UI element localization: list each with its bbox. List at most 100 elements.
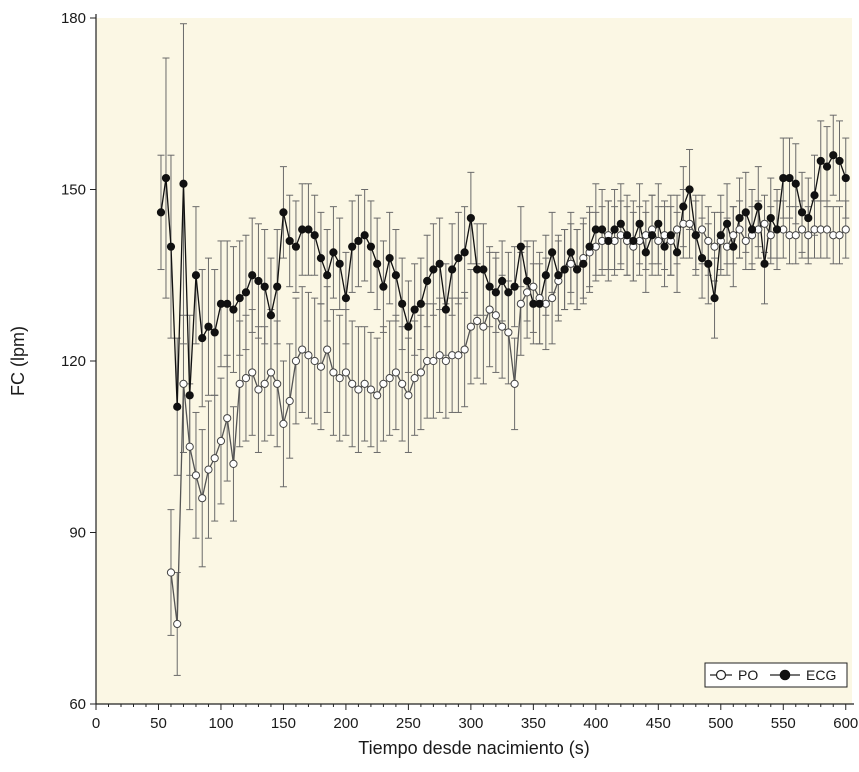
po-data-point <box>516 299 525 308</box>
ecg-data-point <box>191 271 201 280</box>
po-data-point <box>198 494 207 503</box>
ecg-data-point <box>198 334 207 343</box>
ecg-data-point <box>341 294 351 303</box>
po-data-point <box>491 311 500 320</box>
ecg-data-point <box>760 259 769 268</box>
po-data-point <box>348 379 357 388</box>
x-tick-label: 250 <box>396 715 421 732</box>
ecg-data-point <box>254 276 263 286</box>
ecg-data-point <box>697 254 707 263</box>
y-tick-label: 180 <box>61 10 86 27</box>
po-data-point <box>822 225 832 234</box>
po-data-point <box>504 328 513 337</box>
ecg-data-point <box>404 322 413 331</box>
po-data-point <box>254 385 263 394</box>
ecg-data-point <box>323 271 332 280</box>
po-data-point <box>797 225 807 234</box>
po-data-point <box>379 379 388 388</box>
po-data-point <box>210 454 219 463</box>
po-data-point <box>710 242 719 251</box>
ecg-data-point <box>366 242 376 251</box>
legend: PO ECG <box>704 662 848 688</box>
po-data-point <box>260 379 269 388</box>
ecg-data-point <box>585 242 594 251</box>
ecg-data-point <box>179 179 188 188</box>
ecg-data-point <box>666 231 675 240</box>
ecg-data-point <box>241 288 251 297</box>
ecg-data-point <box>498 276 507 286</box>
ecg-data-point <box>523 276 532 286</box>
ecg-data-point <box>597 225 607 234</box>
po-data-point <box>735 225 744 234</box>
po-data-point <box>416 368 425 377</box>
x-tick-label: 600 <box>833 715 858 732</box>
ecg-data-point <box>504 288 513 297</box>
po-data-point <box>685 219 694 228</box>
ecg-data-point <box>835 156 844 166</box>
axes: 0 50 100 150 200 250 300 350 400 450 500 550 600 60 90… <box>61 10 858 732</box>
po-data-point <box>241 374 251 383</box>
po-data-point <box>473 316 482 326</box>
ecg-data-point <box>791 179 800 188</box>
ecg-data-point <box>641 248 650 257</box>
y-tick-label: 90 <box>69 525 86 542</box>
ecg-data-point <box>429 265 438 274</box>
po-data-point <box>204 465 213 474</box>
x-tick-label: 300 <box>458 715 483 732</box>
ecg-data-point <box>360 231 369 240</box>
po-data-point <box>335 374 344 383</box>
po-data-point <box>529 282 538 291</box>
po-data-point <box>248 368 257 377</box>
po-data-point <box>454 351 463 360</box>
ecg-data-point <box>535 299 544 308</box>
ecg-data-point <box>185 391 194 400</box>
po-data-point <box>366 385 376 394</box>
ecg-data-point <box>210 328 219 337</box>
po-data-point <box>479 322 488 331</box>
ecg-data-point <box>629 236 638 246</box>
ecg-data-point <box>166 242 176 251</box>
x-tick-label: 450 <box>646 715 671 732</box>
po-data-point <box>191 471 201 480</box>
po-data-point <box>291 356 301 366</box>
ecg-data-point <box>579 259 588 268</box>
ecg-data-point <box>423 276 432 286</box>
ecg-data-point <box>616 219 625 228</box>
ecg-data-point <box>348 242 357 251</box>
ecg-data-point <box>204 322 213 331</box>
x-tick-label: 500 <box>708 715 733 732</box>
ecg-data-point <box>735 213 744 223</box>
ecg-data-point <box>622 231 632 240</box>
po-data-point <box>466 322 475 331</box>
ecg-data-point <box>516 242 525 251</box>
x-tick-label: 50 <box>150 715 167 732</box>
ecg-data-point <box>310 231 319 240</box>
ecg-data-point <box>672 248 682 257</box>
ecg-data-point <box>435 259 444 268</box>
legend-ecg-marker <box>779 669 791 681</box>
po-data-point <box>341 368 351 377</box>
po-data-point <box>323 345 332 354</box>
ecg-data-point <box>410 305 419 314</box>
ecg-data-point <box>691 231 700 240</box>
ecg-data-point <box>379 282 388 291</box>
y-tick-label: 150 <box>61 182 86 199</box>
ecg-data-point <box>291 242 301 251</box>
x-tick-label: 200 <box>333 715 358 732</box>
ecg-data-point <box>260 282 269 291</box>
po-data-point <box>304 351 313 360</box>
ecg-data-point <box>329 248 338 257</box>
po-data-point <box>435 351 444 360</box>
ecg-data-point <box>679 202 688 211</box>
po-data-point <box>510 379 519 388</box>
po-data-point <box>729 231 738 240</box>
po-data-point <box>566 259 575 268</box>
po-data-point <box>329 368 338 377</box>
ecg-data-point <box>729 242 738 251</box>
plot-area <box>96 18 852 704</box>
ecg-data-point <box>385 254 394 263</box>
po-data-point <box>298 345 307 354</box>
ecg-data-point <box>223 299 232 308</box>
ecg-data-point <box>566 248 575 257</box>
